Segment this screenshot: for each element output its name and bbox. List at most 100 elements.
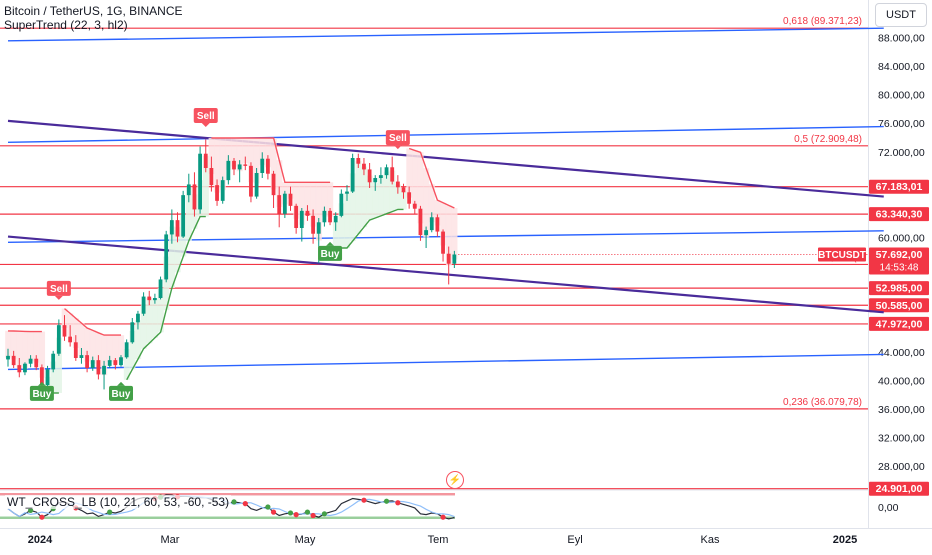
candle-body [412,203,417,209]
candle [299,208,304,242]
supertrend-fill [185,188,192,241]
trendline [7,119,884,198]
currency-button[interactable]: USDT [875,3,927,27]
y-tick-label: 80.000,00 [878,90,925,102]
supertrend-fill [27,331,34,362]
supertrend-fill [383,171,390,214]
candle [130,318,135,344]
supertrend-fill [146,298,153,344]
candle-body [379,175,383,178]
candle-body [367,169,372,183]
candle-body [424,230,428,236]
candle [373,175,378,191]
supertrend-fill [39,331,46,378]
candle-body [164,234,169,280]
signal-tip [117,381,125,386]
candle-body [328,210,332,223]
trendline [7,125,884,143]
supertrend-fill [236,138,243,172]
candle-body [362,163,366,170]
candle [90,356,95,371]
candle-body [119,357,123,366]
supertrend-fill [33,331,40,363]
candle-body [73,342,78,358]
candle [158,276,163,300]
candle-body [316,222,321,234]
candle-body [345,191,349,194]
signal-label: Buy [32,389,51,400]
level-tag: 63.340,30 [869,207,929,222]
oscillator-cross-dot [265,504,271,510]
candle-body [62,325,67,337]
candle [153,293,157,304]
oscillator-wt1-line [7,494,455,520]
fib-level-label: 0,618 (89.371,23) [783,16,862,27]
candle [294,203,299,234]
supertrend-fill [270,138,277,190]
candle [203,139,208,173]
lightning-icon[interactable]: ⚡ [446,471,464,489]
y-tick-label: 28.000,00 [878,461,925,473]
supertrend-fill [298,182,305,225]
candle-body [17,365,22,373]
candle [51,350,56,373]
signal-bg [109,385,133,401]
candle [362,158,366,176]
candle [328,208,332,226]
level-tag-bg [869,207,929,222]
supertrend-fill [327,182,334,217]
candle [141,292,146,316]
candle [198,146,202,214]
candle-body [45,369,50,386]
supertrend-fill [434,200,441,226]
supertrend-fill [242,138,249,164]
level-tag-label: 24.901,00 [876,483,923,495]
candle-body [373,178,378,183]
candle [260,152,265,178]
supertrend-fill [259,138,266,166]
fib-level-label: 0,236 (36.079,78) [783,397,862,408]
candle [305,205,310,221]
candle-body [124,342,129,358]
supertrend-fill [72,318,79,348]
symbol-tag-bg [818,247,866,262]
candle [350,153,355,193]
candle [322,206,327,227]
supertrend-line [7,330,42,333]
supertrend-fill [174,227,181,273]
candle-body [441,231,445,254]
candle-body [249,165,253,197]
x-tick-label: May [295,534,316,546]
level-tag-label: 50.585,00 [876,300,923,312]
supertrend-fill [118,335,125,361]
buy-signal: Buy [109,381,133,401]
candle [356,153,361,168]
y-tick-label: 84.000,00 [878,61,925,73]
supertrend-fill [265,138,272,168]
candle-body [282,193,287,214]
candle-body [299,210,304,228]
candle-body [175,220,180,237]
signal-tip [37,381,46,386]
oscillator-cross-dot [293,512,299,518]
buy-signal: Buy [318,241,343,261]
y-tick-label: 32.000,00 [878,433,925,445]
candle [441,229,445,262]
candle-body [79,355,84,358]
price-tag-value: 57.692,00 [876,249,923,261]
candle-body [390,167,395,182]
candle [181,190,186,238]
candle [124,339,129,359]
oscillator-cross-dot [440,514,446,520]
supertrend-fill [163,256,170,311]
candle-body [322,210,327,223]
price-tag-countdown: 14:53:48 [880,262,919,273]
candle-body [435,217,440,232]
candle [339,189,344,218]
supertrend-fill [304,182,311,213]
candle [136,310,140,330]
signal-label: Buy [321,249,340,260]
candle-body [339,193,344,216]
